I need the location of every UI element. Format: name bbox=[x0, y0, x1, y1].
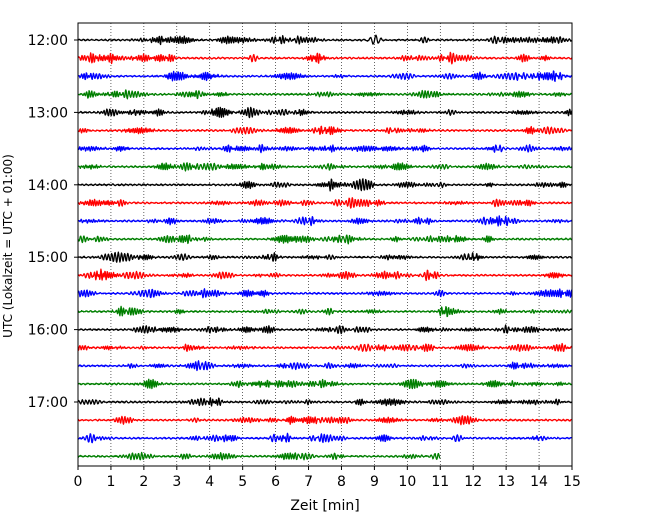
trace-8 bbox=[77, 178, 573, 192]
trace-17 bbox=[77, 342, 573, 353]
x-tick-label-4: 4 bbox=[205, 474, 214, 490]
y-axis-ticks: 12:00 13:00 14:00 15:00 16:00 17:00 bbox=[28, 33, 78, 411]
x-tick-label-7: 7 bbox=[304, 474, 313, 490]
x-tick-label-13: 13 bbox=[497, 474, 515, 490]
trace-5 bbox=[77, 125, 573, 136]
trace-21 bbox=[77, 415, 573, 426]
trace-20 bbox=[77, 397, 573, 407]
trace-22 bbox=[77, 432, 573, 444]
x-tick-label-5: 5 bbox=[238, 474, 247, 490]
y-tick-label-3: 15:00 bbox=[28, 250, 68, 266]
trace-19 bbox=[77, 378, 573, 390]
trace-23 bbox=[77, 451, 441, 461]
seismic-traces bbox=[77, 34, 573, 461]
y-axis-title: UTC (Lokalzeit = UTC + 01:00) bbox=[1, 154, 15, 338]
trace-0 bbox=[77, 34, 573, 46]
y-tick-label-2: 14:00 bbox=[28, 178, 68, 194]
plot-frame bbox=[77, 22, 573, 467]
y-tick-label-4: 16:00 bbox=[28, 323, 68, 339]
x-tick-label-14: 14 bbox=[530, 474, 548, 490]
x-tick-label-10: 10 bbox=[398, 474, 416, 490]
trace-1 bbox=[77, 51, 573, 65]
y-tick-label-5: 17:00 bbox=[28, 395, 68, 411]
trace-7 bbox=[77, 162, 573, 172]
vertical-gridlines bbox=[110, 23, 540, 466]
trace-4 bbox=[77, 106, 573, 119]
x-tick-label-0: 0 bbox=[74, 474, 83, 490]
trace-14 bbox=[77, 288, 573, 299]
trace-10 bbox=[77, 215, 573, 227]
x-axis-title: Zeit [min] bbox=[290, 498, 359, 514]
trace-15 bbox=[77, 305, 573, 318]
trace-13 bbox=[77, 268, 573, 282]
trace-16 bbox=[77, 324, 573, 335]
trace-11 bbox=[77, 234, 573, 245]
x-tick-label-9: 9 bbox=[370, 474, 379, 490]
y-tick-label-1: 13:00 bbox=[28, 105, 68, 121]
trace-18 bbox=[77, 360, 573, 372]
x-axis-ticks: 0 1 2 3 4 5 6 7 8 9 10 11 12 13 14 15 bbox=[74, 466, 581, 490]
trace-12 bbox=[77, 251, 573, 263]
trace-3 bbox=[77, 89, 573, 100]
trace-6 bbox=[77, 143, 573, 154]
x-tick-label-3: 3 bbox=[172, 474, 181, 490]
plot-area-background bbox=[78, 23, 572, 466]
x-tick-label-15: 15 bbox=[563, 474, 581, 490]
x-tick-label-11: 11 bbox=[431, 474, 449, 490]
x-tick-label-2: 2 bbox=[139, 474, 148, 490]
x-tick-label-12: 12 bbox=[464, 474, 482, 490]
y-tick-label-0: 12:00 bbox=[28, 33, 68, 49]
trace-9 bbox=[77, 197, 573, 209]
x-tick-label-8: 8 bbox=[337, 474, 346, 490]
trace-2 bbox=[77, 70, 573, 83]
x-tick-label-1: 1 bbox=[106, 474, 115, 490]
x-tick-label-6: 6 bbox=[271, 474, 280, 490]
